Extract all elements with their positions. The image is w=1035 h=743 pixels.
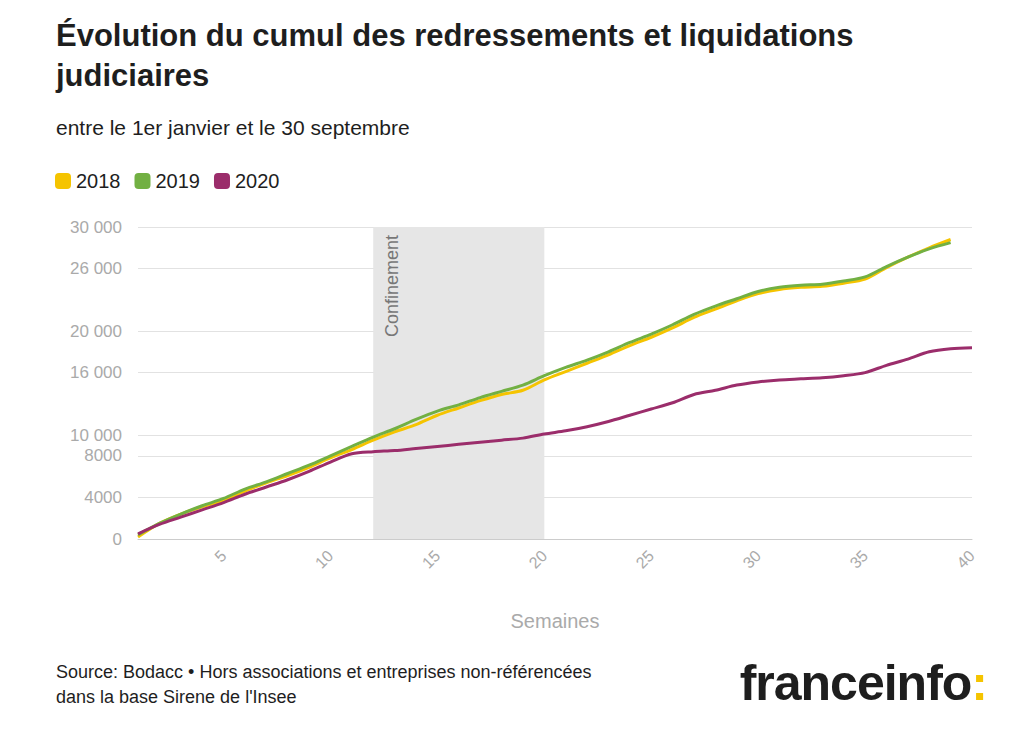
svg-text:4000: 4000 <box>84 488 122 507</box>
svg-text:10 000: 10 000 <box>70 426 122 445</box>
svg-text:8000: 8000 <box>84 446 122 465</box>
svg-text:30 000: 30 000 <box>70 218 122 237</box>
html-text:entre le 1er janvier et le 30: entre le 1er janvier et le 30 septembre <box>56 116 410 139</box>
html-text:Source: Bodacc • Hors associat: Source: Bodacc • Hors associations et en… <box>56 662 592 707</box>
html-text:Évolution du cumul des redress: Évolution du cumul des redressements et … <box>56 18 854 93</box>
svg-text:2019: 2019 <box>155 170 200 192</box>
svg-text:Semaines: Semaines <box>511 610 600 632</box>
svg-text:0: 0 <box>113 530 122 549</box>
svg-text:2018: 2018 <box>76 170 121 192</box>
svg-text:Confinement: Confinement <box>382 235 402 337</box>
svg-text:26 000: 26 000 <box>70 259 122 278</box>
svg-text:20 000: 20 000 <box>70 322 122 341</box>
svg-text:20: 20 <box>526 547 551 572</box>
html-text:franceinfo:: franceinfo: <box>739 655 987 711</box>
svg-text:2020: 2020 <box>235 170 280 192</box>
svg-text:40: 40 <box>953 547 978 572</box>
svg-text:15: 15 <box>419 547 444 572</box>
svg-text:16 000: 16 000 <box>70 363 122 382</box>
svg-text:25: 25 <box>633 547 658 572</box>
svg-text:35: 35 <box>846 547 871 572</box>
svg-text:10: 10 <box>312 547 337 572</box>
svg-text:30: 30 <box>740 547 765 572</box>
svg-text:5: 5 <box>211 547 229 565</box>
